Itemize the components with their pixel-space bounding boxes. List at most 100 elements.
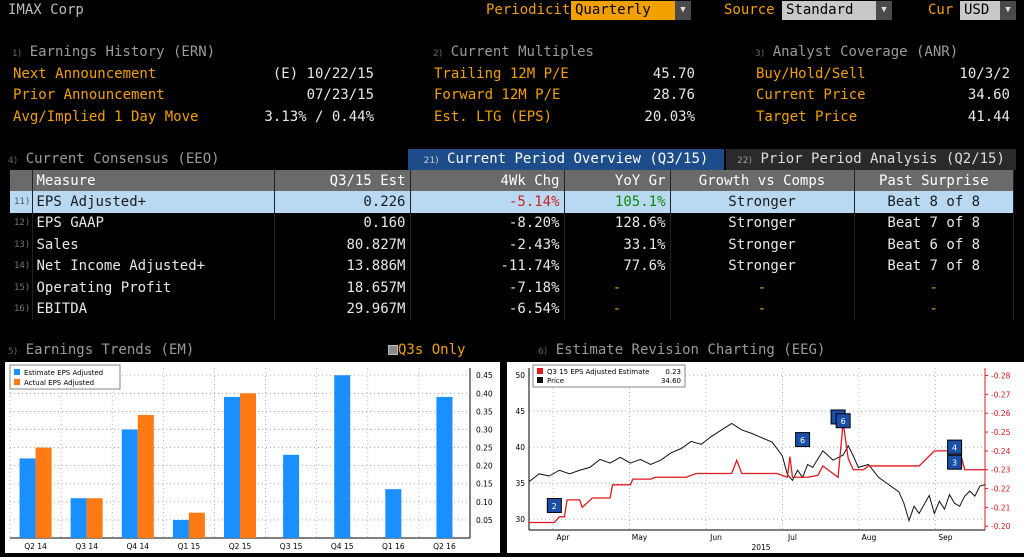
column-header-growth[interactable]: Growth vs Comps bbox=[670, 170, 855, 191]
estimate-bar bbox=[283, 454, 300, 538]
multiples-header[interactable]: 2) Current Multiples bbox=[433, 44, 594, 60]
ltg-label: Est. LTG (EPS) bbox=[434, 109, 553, 125]
chevron-down-icon[interactable]: ▼ bbox=[876, 1, 892, 20]
section-title: Earnings History (ERN) bbox=[29, 44, 216, 60]
periodicity-dropdown[interactable]: Quarterly ▼ bbox=[571, 1, 691, 20]
prior-announcement-value: 07/23/15 bbox=[306, 87, 374, 103]
tab-label: Current Period Overview (Q3/15) bbox=[447, 151, 709, 167]
x-axis-year-label: 2015 bbox=[751, 543, 770, 552]
consensus-header[interactable]: 4) Current Consensus (EEO) bbox=[8, 151, 220, 167]
q3s-only-toggle[interactable]: Q3s Only bbox=[388, 342, 465, 358]
growth-cell: Stronger bbox=[670, 234, 855, 256]
forward-pe-label: Forward 12M P/E bbox=[434, 87, 561, 103]
measure-cell[interactable]: Sales bbox=[32, 234, 275, 256]
x-tick-label: Apr bbox=[557, 533, 571, 542]
table-row[interactable]: 12) EPS GAAP 0.160 -8.20% 128.6% Stronge… bbox=[10, 212, 1014, 234]
chart-legend bbox=[532, 364, 686, 388]
y-tick-label: 0.35 bbox=[476, 407, 493, 416]
revision-marker-label: 4 bbox=[952, 444, 957, 453]
trailing-pe-value: 45.70 bbox=[652, 66, 695, 82]
change-cell: -2.43% bbox=[410, 234, 565, 256]
current-price-value: 34.60 bbox=[967, 87, 1010, 103]
change-cell: -11.74% bbox=[410, 255, 565, 277]
table-row[interactable]: 15) Operating Profit 18.657M -7.18% - - … bbox=[10, 277, 1014, 299]
y-tick-label: 0.45 bbox=[476, 371, 493, 380]
y-tick-label: 0.10 bbox=[476, 498, 493, 507]
yoy-cell: 128.6% bbox=[564, 212, 671, 234]
periodicity-label: Periodicity bbox=[486, 2, 579, 18]
legend-swatch bbox=[537, 377, 543, 383]
row-index: 16) bbox=[10, 298, 33, 320]
measure-cell[interactable]: EPS GAAP bbox=[32, 212, 275, 234]
legend-label: Actual EPS Adjusted bbox=[24, 379, 94, 387]
section-title: Estimate Revision Charting (EEG) bbox=[555, 342, 826, 358]
growth-cell: Stronger bbox=[670, 191, 855, 213]
legend-swatch bbox=[14, 379, 20, 385]
security-title: IMAX Corp bbox=[8, 2, 84, 18]
x-tick-label: Q3 14 bbox=[75, 542, 98, 551]
buy-hold-sell-label: Buy/Hold/Sell bbox=[756, 66, 866, 82]
y-tick-label: 0.05 bbox=[476, 516, 493, 525]
actual-bar bbox=[137, 415, 154, 538]
column-header-surprise[interactable]: Past Surprise bbox=[854, 170, 1014, 191]
estimate-revision-chart[interactable]: 30 35 40 45 50 -0.20 -0.21 -0.22 -0.23 -0.24 -0.25… bbox=[507, 362, 1024, 553]
growth-cell: - bbox=[670, 298, 855, 320]
x-tick-label: Q4 15 bbox=[331, 542, 354, 551]
estimate-bar bbox=[436, 396, 453, 538]
measure-cell[interactable]: Net Income Adjusted+ bbox=[32, 255, 275, 277]
y-left-tick-label: 35 bbox=[515, 479, 525, 488]
column-header-yoy[interactable]: YoY Gr bbox=[564, 170, 671, 191]
column-header-est[interactable]: Q3/15 Est bbox=[274, 170, 411, 191]
x-tick-label: Q2 16 bbox=[433, 542, 456, 551]
ltg-value: 20.03% bbox=[644, 109, 695, 125]
y-right-tick-label: -0.28 bbox=[991, 372, 1011, 381]
prior-announcement-label: Prior Announcement bbox=[13, 87, 165, 103]
legend-value: 34.60 bbox=[661, 377, 681, 385]
growth-cell: - bbox=[670, 277, 855, 299]
change-cell: -5.14% bbox=[410, 191, 565, 213]
column-header-measure[interactable]: Measure bbox=[32, 170, 275, 191]
measure-cell[interactable]: Operating Profit bbox=[32, 277, 275, 299]
column-header-4wk[interactable]: 4Wk Chg bbox=[410, 170, 565, 191]
estimate-bar bbox=[70, 498, 87, 538]
estimate-cell: 13.886M bbox=[274, 255, 411, 277]
actual-bar bbox=[86, 498, 103, 538]
measure-cell[interactable]: EPS Adjusted+ bbox=[32, 191, 275, 213]
tab-current-period[interactable]: 21) Current Period Overview (Q3/15) bbox=[408, 149, 724, 170]
legend-swatch bbox=[14, 369, 20, 375]
section-index: 6) bbox=[538, 347, 548, 357]
earnings-trends-svg: 0.05 0.10 0.15 0.20 0.25 0.30 0.35 0.40 0.45 Q2 1… bbox=[9, 364, 493, 551]
estimate-cell: 18.657M bbox=[274, 277, 411, 299]
section-index: 4) bbox=[8, 156, 18, 166]
table-row[interactable]: 14) Net Income Adjusted+ 13.886M -11.74%… bbox=[10, 255, 1014, 277]
revisions-header[interactable]: 6) Estimate Revision Charting (EEG) bbox=[538, 342, 825, 358]
trends-header[interactable]: 5) Earnings Trends (EM) bbox=[8, 342, 194, 358]
chevron-down-icon[interactable]: ▼ bbox=[675, 1, 691, 20]
tab-prior-period[interactable]: 22) Prior Period Analysis (Q2/15) bbox=[726, 149, 1016, 170]
source-dropdown[interactable]: Standard ▼ bbox=[782, 1, 892, 20]
revision-marker-label: 3 bbox=[952, 459, 957, 468]
earnings-trends-chart[interactable]: 0.05 0.10 0.15 0.20 0.25 0.30 0.35 0.40 0.45 Q2 1… bbox=[5, 362, 500, 553]
row-index: 12) bbox=[10, 212, 33, 234]
measure-cell[interactable]: EBITDA bbox=[32, 298, 275, 320]
table-row[interactable]: 16) EBITDA 29.967M -6.54% - - - bbox=[10, 298, 1014, 320]
estimate-revision-svg: 30 35 40 45 50 -0.20 -0.21 -0.22 -0.23 -0.24 -0.25… bbox=[515, 364, 1011, 552]
chevron-down-icon[interactable]: ▼ bbox=[1000, 1, 1016, 20]
y-right-tick-label: -0.25 bbox=[991, 428, 1011, 437]
index-column-header bbox=[10, 170, 33, 191]
anr-header[interactable]: 3) Analyst Coverage (ANR) bbox=[755, 44, 958, 60]
current-price-label: Current Price bbox=[756, 87, 866, 103]
estimate-cell: 0.226 bbox=[274, 191, 411, 213]
x-tick-label: Q3 15 bbox=[280, 542, 303, 551]
table-row[interactable]: 13) Sales 80.827M -2.43% 33.1% Stronger … bbox=[10, 234, 1014, 256]
checkbox-icon[interactable] bbox=[388, 345, 398, 355]
table-header-row: Measure Q3/15 Est 4Wk Chg YoY Gr Growth … bbox=[10, 170, 1014, 191]
target-price-value: 41.44 bbox=[967, 109, 1010, 125]
ern-header[interactable]: 1) Earnings History (ERN) bbox=[12, 44, 215, 60]
y-tick-label: 0.20 bbox=[476, 462, 493, 471]
consensus-table: Measure Q3/15 Est 4Wk Chg YoY Gr Growth … bbox=[10, 170, 1014, 320]
currency-dropdown[interactable]: USD ▼ bbox=[960, 1, 1016, 20]
day-move-label: Avg/Implied 1 Day Move bbox=[13, 109, 199, 125]
table-row[interactable]: 11) EPS Adjusted+ 0.226 -5.14% 105.1% St… bbox=[10, 191, 1014, 213]
section-index: 1) bbox=[12, 49, 22, 59]
